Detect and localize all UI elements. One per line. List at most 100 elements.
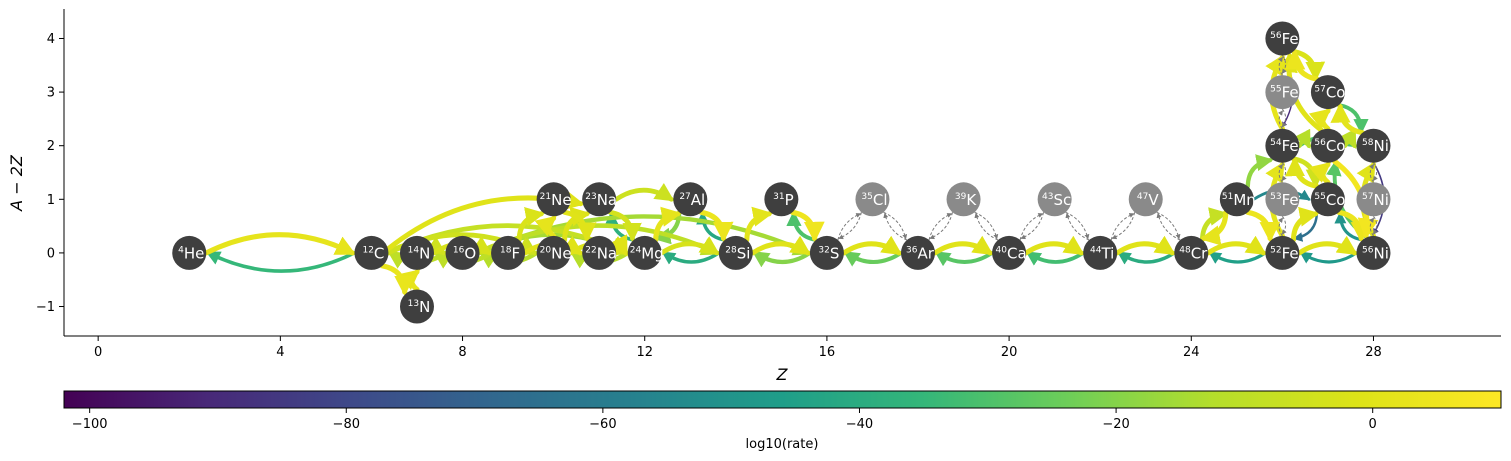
reaction-link: [661, 251, 721, 265]
colorbar-tick-label: 0: [1369, 417, 1377, 432]
mass-number: 23: [585, 192, 596, 202]
nucleus-label: 24Mg: [630, 244, 664, 262]
x-axis-label: Z: [776, 365, 789, 384]
y-ticks: −1 0 1 2 3 4: [36, 32, 64, 315]
reaction-link: [516, 206, 546, 243]
nucleus-co57: 57Co: [1310, 75, 1345, 110]
passive-link: [974, 212, 999, 241]
passive-link: [1278, 110, 1283, 129]
nucleus-label: 43Sc: [1042, 191, 1071, 209]
nucleus-label: 18F: [500, 244, 520, 262]
nucleus-circle: [399, 235, 434, 270]
mass-number: 22: [585, 245, 596, 255]
nucleus-label: 39K: [955, 191, 977, 209]
mass-number: 40: [996, 245, 1008, 255]
nucleus-circle: [992, 235, 1027, 270]
element-symbol: C: [374, 244, 384, 262]
reaction-link: [1330, 102, 1366, 136]
x-tick-label: 20: [1001, 345, 1018, 360]
y-tick-label: 3: [47, 86, 55, 101]
passive-link: [1369, 163, 1375, 183]
mass-number: 57: [1314, 85, 1325, 95]
reaction-link: [534, 215, 557, 239]
mass-number: 53: [1270, 192, 1281, 202]
reaction-link: [1205, 235, 1267, 256]
nucleus-circle: [1037, 182, 1072, 217]
nucleus-circle: [582, 182, 617, 217]
nucleus-circle: [582, 235, 617, 270]
element-symbol: K: [966, 191, 977, 209]
mass-number: 14: [408, 245, 420, 255]
nucleus-co56: 56Co: [1310, 128, 1345, 163]
nucleus-mn51: 51Mn: [1219, 182, 1256, 217]
element-symbol: Cr: [1191, 244, 1208, 262]
nucleus-ca40: 40Ca: [992, 235, 1027, 270]
mass-number: 32: [818, 245, 829, 255]
element-symbol: Na: [597, 191, 617, 209]
passive-link: [1020, 212, 1045, 240]
reaction-link: [1208, 251, 1267, 264]
reaction-link: [1116, 251, 1176, 265]
element-symbol: N: [419, 298, 430, 316]
mass-number: 28: [725, 245, 737, 255]
reaction-link: [932, 235, 994, 256]
reaction-link: [1296, 235, 1358, 256]
element-symbol: S: [830, 244, 840, 262]
nucleus-circle: [536, 235, 571, 270]
colorbar-tick-label: −100: [72, 417, 108, 432]
mass-number: 57: [1362, 192, 1373, 202]
nucleus-circle: [399, 289, 434, 324]
reaction-link: [751, 250, 812, 268]
nucleus-circle: [1356, 182, 1391, 217]
nucleus-label: 31P: [773, 191, 794, 209]
element-symbol: Co: [1326, 191, 1346, 209]
x-ticks: 0 4 8 12 16 20 24 28: [94, 336, 1382, 360]
x-tick-label: 12: [636, 345, 653, 360]
passive-link: [1372, 216, 1378, 235]
nucleus-fe53: 53Fe: [1265, 182, 1300, 217]
nucleus-label: 48Cr: [1179, 244, 1208, 262]
nucleus-fe56: 56Fe: [1265, 21, 1300, 56]
nucleus-label: 35Cl: [861, 191, 887, 209]
nucleus-circle: [1265, 75, 1300, 110]
element-symbol: He: [184, 244, 205, 262]
mass-number: 54: [1270, 138, 1282, 148]
nucleus-label: 27Al: [679, 191, 705, 209]
passive-link: [1281, 108, 1287, 128]
mass-number: 36: [906, 245, 918, 255]
reaction-link: [613, 182, 675, 202]
element-symbol: Fe: [1282, 84, 1299, 102]
nucleus-circle: [1310, 75, 1345, 110]
mass-number: 55: [1314, 192, 1325, 202]
nucleus-circle: [1310, 128, 1345, 163]
nucleus-label: 57Co: [1314, 84, 1345, 102]
nucleus-na22: 22Na: [582, 235, 617, 270]
nucleus-label: 53Fe: [1270, 191, 1299, 209]
reaction-link: [843, 250, 903, 267]
reaction-link: [698, 209, 734, 243]
reaction-link: [1245, 154, 1274, 189]
passive-link: [1278, 217, 1283, 237]
nucleus-circle: [1128, 182, 1163, 217]
nucleus-circle: [901, 235, 936, 270]
nucleus-label: 54Fe: [1270, 137, 1299, 155]
nucleus-fe52: 52Fe: [1265, 235, 1300, 270]
element-symbol: Ar: [918, 244, 935, 262]
passive-link: [974, 211, 999, 240]
reaction-link: [659, 236, 721, 256]
reaction-link: [1245, 209, 1281, 243]
nucleus-fe55: 55Fe: [1265, 75, 1300, 110]
mass-number: 18: [500, 245, 512, 255]
passive-link: [1110, 213, 1135, 241]
reaction-link: [750, 235, 812, 256]
nucleus-label: 52Fe: [1270, 244, 1299, 262]
passive-link: [1369, 217, 1375, 237]
reaction-link: [789, 209, 825, 243]
nucleus-circle: [718, 235, 753, 270]
mass-number: 16: [453, 245, 465, 255]
reaction-link: [1199, 209, 1229, 246]
mass-number: 27: [679, 192, 690, 202]
passive-link: [1111, 212, 1136, 240]
y-axis-label: A − 2Z: [7, 154, 26, 212]
